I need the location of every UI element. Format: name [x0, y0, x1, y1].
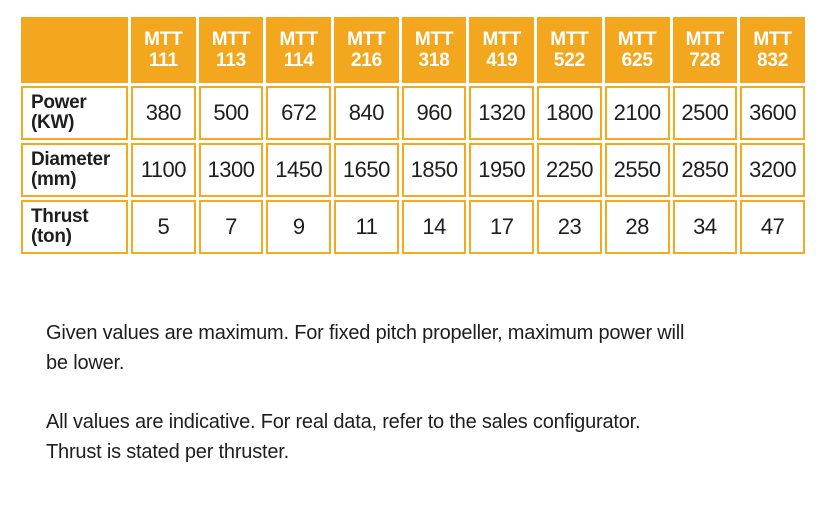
cell-thrust-mtt-832: 47 [740, 200, 805, 254]
col-header-mtt-728: MTT 728 [672, 17, 738, 83]
cell-diameter-mtt-216: 1650 [334, 143, 399, 197]
cell-thrust-mtt-625: 28 [604, 200, 670, 254]
cell-diameter-mtt-318: 1850 [401, 143, 467, 197]
row-label-text: Diameter [31, 149, 110, 170]
cell-power-mtt-625: 2100 [604, 86, 670, 140]
col-header-mtt-111: MTT 111 [131, 17, 196, 83]
col-header-mtt-216: MTT 216 [334, 17, 399, 83]
cell-diameter-mtt-113: 1300 [198, 143, 264, 197]
header-row: MTT 111 MTT 113 MTT 114 MTT 216 MTT 318 … [21, 17, 805, 83]
col-header-mtt-113: MTT 113 [198, 17, 264, 83]
cell-power-mtt-113: 500 [198, 86, 264, 140]
cell-power-mtt-216: 840 [334, 86, 399, 140]
cell-power-mtt-728: 2500 [672, 86, 738, 140]
col-header-mtt-419: MTT 419 [469, 17, 535, 83]
table-row-diameter: Diameter (mm) 1100 1300 1450 1650 1850 1… [21, 143, 805, 197]
col-header-mtt-832: MTT 832 [740, 17, 805, 83]
cell-thrust-mtt-113: 7 [198, 200, 264, 254]
cell-diameter-mtt-728: 2850 [672, 143, 738, 197]
row-unit-text: (ton) [31, 226, 72, 247]
row-label-text: Power [31, 92, 87, 113]
note-line: be lower. [46, 352, 125, 374]
note-line: Thrust is stated per thruster. [46, 441, 289, 463]
row-label-power: Power (KW) [21, 86, 128, 140]
cell-thrust-mtt-419: 17 [469, 200, 535, 254]
thruster-spec-table: MTT 111 MTT 113 MTT 114 MTT 216 MTT 318 … [18, 14, 808, 257]
cell-thrust-mtt-216: 11 [334, 200, 399, 254]
cell-power-mtt-832: 3600 [740, 86, 805, 140]
table-row-thrust: Thrust (ton) 5 7 9 11 14 17 23 28 34 47 [21, 200, 805, 254]
row-unit-text: (mm) [31, 169, 77, 190]
row-label-diameter: Diameter (mm) [21, 143, 128, 197]
table-row-power: Power (KW) 380 500 672 840 960 1320 1800… [21, 86, 805, 140]
col-header-mtt-625: MTT 625 [604, 17, 670, 83]
cell-diameter-mtt-522: 2250 [537, 143, 602, 197]
row-unit-text: (KW) [31, 112, 75, 133]
cell-thrust-mtt-522: 23 [537, 200, 602, 254]
spec-table-header: MTT 111 MTT 113 MTT 114 MTT 216 MTT 318 … [21, 17, 805, 83]
col-header-mtt-522: MTT 522 [537, 17, 602, 83]
cell-diameter-mtt-625: 2550 [604, 143, 670, 197]
cell-thrust-mtt-728: 34 [672, 200, 738, 254]
cell-power-mtt-419: 1320 [469, 86, 535, 140]
row-label-text: Thrust [31, 206, 89, 227]
cell-diameter-mtt-114: 1450 [266, 143, 332, 197]
cell-thrust-mtt-318: 14 [401, 200, 467, 254]
cell-thrust-mtt-111: 5 [131, 200, 196, 254]
cell-power-mtt-111: 380 [131, 86, 196, 140]
cell-diameter-mtt-832: 3200 [740, 143, 805, 197]
cell-power-mtt-114: 672 [266, 86, 332, 140]
note-line: All values are indicative. For real data… [46, 411, 641, 433]
col-header-mtt-114: MTT 114 [266, 17, 332, 83]
note-max-values: Given values are maximum. For fixed pitc… [46, 318, 806, 378]
cell-power-mtt-522: 1800 [537, 86, 602, 140]
cell-diameter-mtt-419: 1950 [469, 143, 535, 197]
col-header-mtt-318: MTT 318 [401, 17, 467, 83]
cell-thrust-mtt-114: 9 [266, 200, 332, 254]
note-line: Given values are maximum. For fixed pitc… [46, 322, 685, 344]
cell-diameter-mtt-111: 1100 [131, 143, 196, 197]
cell-power-mtt-318: 960 [401, 86, 467, 140]
corner-cell [21, 17, 128, 83]
row-label-thrust: Thrust (ton) [21, 200, 128, 254]
note-indicative-values: All values are indicative. For real data… [46, 407, 806, 467]
